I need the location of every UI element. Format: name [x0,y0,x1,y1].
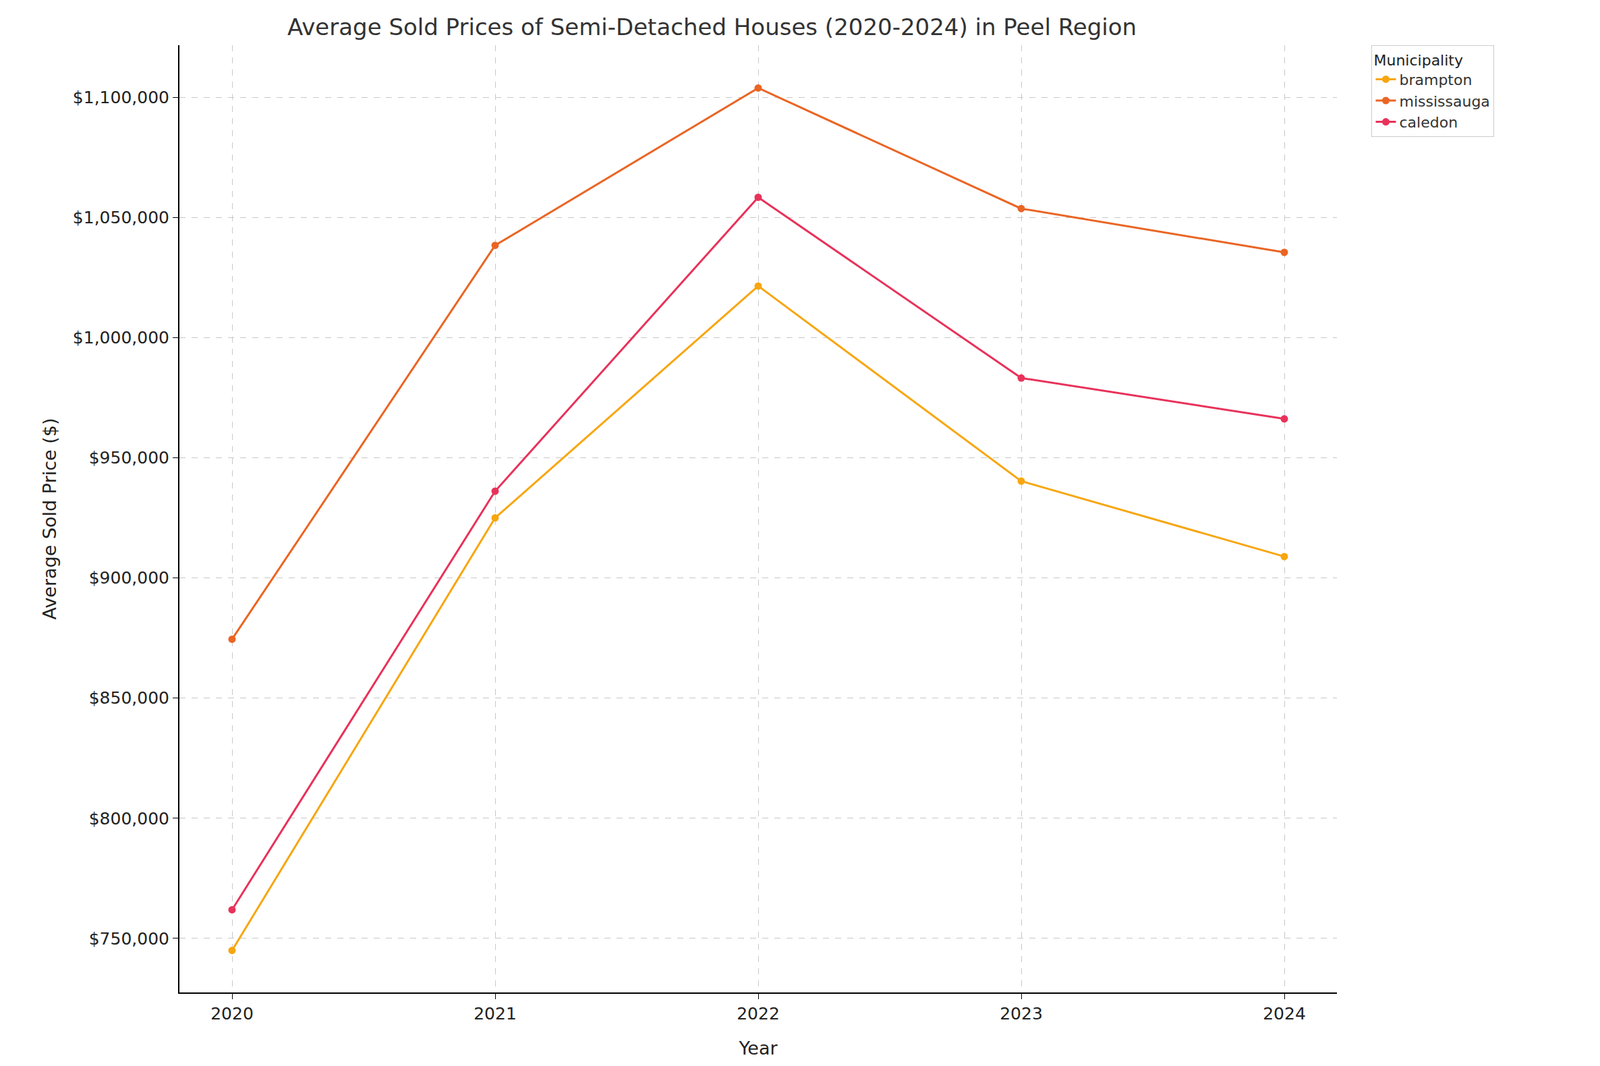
svg-text:$1,050,000: $1,050,000 [72,207,170,228]
svg-text:$750,000: $750,000 [89,928,170,949]
svg-text:2020: 2020 [210,1003,254,1024]
svg-text:Average Sold Price ($): Average Sold Price ($) [39,417,61,620]
svg-text:brampton: brampton [1398,71,1472,89]
svg-text:$800,000: $800,000 [89,808,170,829]
svg-text:$850,000: $850,000 [89,688,170,708]
svg-text:2023: 2023 [999,1003,1043,1024]
svg-text:mississauga: mississauga [1398,93,1490,110]
svg-text:Year: Year [737,1037,778,1059]
svg-text:2021: 2021 [473,1003,517,1024]
svg-text:$900,000: $900,000 [89,567,170,588]
svg-text:$950,000: $950,000 [89,447,170,468]
svg-text:$1,000,000: $1,000,000 [72,327,170,348]
svg-text:2022: 2022 [736,1003,780,1024]
svg-text:2024: 2024 [1262,1003,1306,1024]
svg-text:Average Sold Prices of Semi-De: Average Sold Prices of Semi-Detached Hou… [287,13,1137,41]
svg-text:$1,100,000: $1,100,000 [72,87,170,108]
svg-text:caledon: caledon [1398,113,1458,131]
svg-text:Municipality: Municipality [1373,51,1464,69]
